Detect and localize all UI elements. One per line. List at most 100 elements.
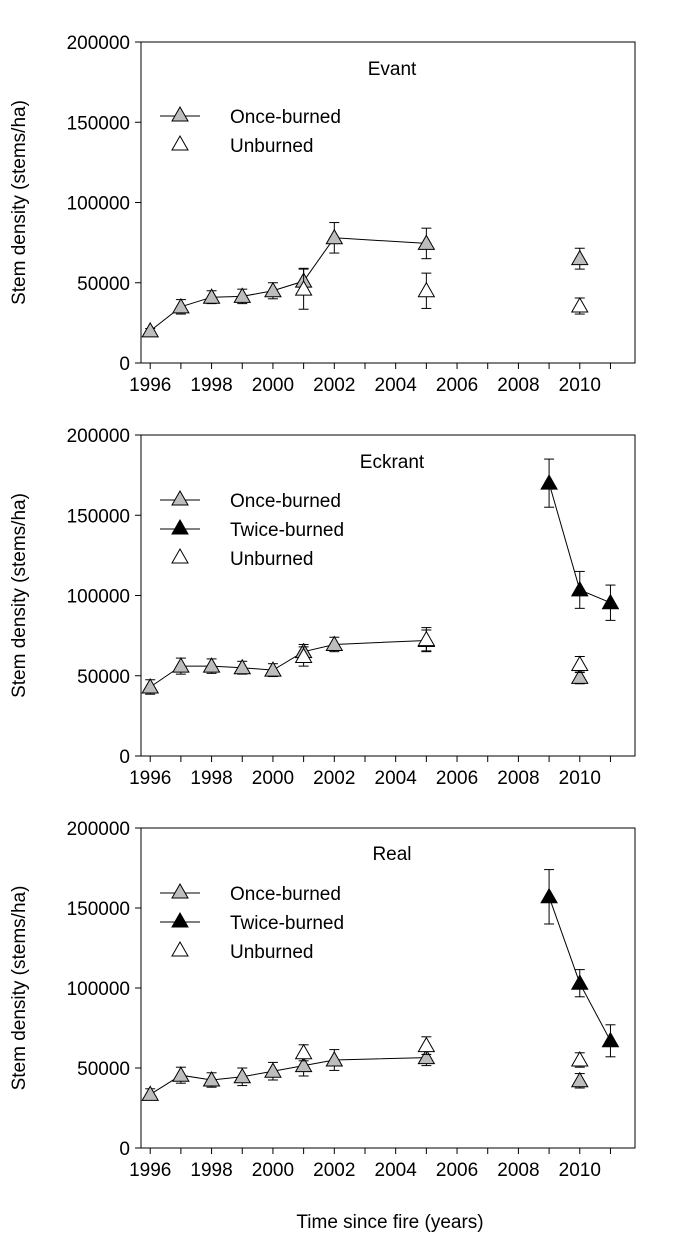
data-point xyxy=(294,280,313,296)
data-point xyxy=(141,321,160,338)
data-point xyxy=(417,234,436,250)
series-twice-burned xyxy=(540,458,620,621)
y-axis-title: Stem density (stems/ha) xyxy=(9,493,30,698)
y-axis-title: Stem density (stems/ha) xyxy=(9,100,30,305)
panel-title: Real xyxy=(372,844,411,865)
x-tick-label: 2008 xyxy=(497,375,539,396)
data-point xyxy=(325,635,344,651)
data-point xyxy=(172,657,190,673)
data-point xyxy=(417,630,436,647)
legend-label: Unburned xyxy=(230,136,313,157)
x-tick-label: 2010 xyxy=(559,375,601,396)
x-tick-label: 2010 xyxy=(559,768,601,789)
series-once-burned xyxy=(141,222,589,338)
x-tick-label: 2008 xyxy=(497,768,539,789)
y-tick-label: 200000 xyxy=(67,426,130,447)
data-point xyxy=(172,1066,190,1082)
y-tick-label: 50000 xyxy=(77,274,130,295)
legend-marker xyxy=(171,911,189,928)
legend-label: Twice-burned xyxy=(230,520,344,541)
series-once-burned xyxy=(141,1048,589,1101)
legend: Once-burned Twice-burned Unburned xyxy=(160,489,344,570)
data-point xyxy=(540,474,558,490)
data-point xyxy=(601,1031,620,1048)
x-tick-label: 2000 xyxy=(252,768,294,789)
panel-evant: 0 50000 100000 150000 200000 1996 1998 2000 2002… xyxy=(9,33,636,396)
x-tick-label: 2004 xyxy=(375,1160,418,1181)
y-tick-label: 200000 xyxy=(67,33,130,54)
y-tick-label: 200000 xyxy=(67,819,130,840)
x-tick-label: 2002 xyxy=(313,375,355,396)
y-tick-label: 150000 xyxy=(67,113,130,134)
x-tick-label: 2006 xyxy=(436,375,478,396)
legend-label: Unburned xyxy=(230,942,313,963)
y-tick-label: 0 xyxy=(119,1139,130,1160)
data-point xyxy=(294,647,313,663)
data-point xyxy=(570,974,589,990)
legend-marker xyxy=(171,134,189,151)
series-once-burned xyxy=(141,629,589,695)
x-tick-label: 1996 xyxy=(129,375,171,396)
legend-label: Twice-burned xyxy=(230,913,344,934)
legend-marker xyxy=(171,940,189,957)
data-point xyxy=(417,1048,436,1065)
legend-label: Once-burned xyxy=(230,884,341,905)
data-point xyxy=(294,1056,313,1073)
data-point xyxy=(325,1050,344,1067)
legend-marker xyxy=(171,547,189,564)
y-tick-label: 100000 xyxy=(67,194,130,215)
y-tick-label: 150000 xyxy=(67,899,130,920)
data-point xyxy=(570,580,589,597)
data-point xyxy=(294,1043,313,1060)
x-tick-label: 2008 xyxy=(497,1160,539,1181)
y-tick-label: 100000 xyxy=(67,587,130,608)
x-tick-label: 2006 xyxy=(436,1160,478,1181)
x-tick-label: 2004 xyxy=(375,375,418,396)
series-twice-burned xyxy=(540,869,620,1058)
data-point xyxy=(325,228,344,245)
series-line xyxy=(548,896,611,1042)
legend-marker xyxy=(171,105,189,122)
x-tick-label: 2002 xyxy=(313,1160,355,1181)
legend: Once-burned Unburned xyxy=(160,105,341,157)
x-tick-label: 2002 xyxy=(313,768,355,789)
panel-title: Evant xyxy=(368,59,417,80)
x-tick-label: 1996 xyxy=(129,768,171,789)
data-point xyxy=(570,655,589,672)
x-axis-title: Time since fire (years) xyxy=(296,1212,483,1233)
y-tick-label: 50000 xyxy=(77,667,130,688)
data-point xyxy=(202,288,221,304)
data-point xyxy=(540,887,558,904)
y-tick-label: 0 xyxy=(119,354,130,375)
x-tick-label: 2010 xyxy=(559,1160,601,1181)
data-point xyxy=(417,281,436,298)
y-tick-label: 150000 xyxy=(67,506,130,527)
data-point xyxy=(202,1070,221,1087)
y-tick-label: 0 xyxy=(119,747,130,768)
data-point xyxy=(264,661,282,677)
series-unburned xyxy=(294,627,589,674)
data-point xyxy=(570,249,589,266)
data-point xyxy=(570,668,589,684)
y-axis-title: Stem density (stems/ha) xyxy=(9,886,30,1091)
series-line xyxy=(149,237,427,332)
data-point xyxy=(233,287,252,303)
legend: Once-burned Twice-burned Unburned xyxy=(160,882,344,963)
x-tick-label: 1998 xyxy=(190,768,232,789)
panel-eckrant: 0 50000 100000 150000 200000 1996 1998 2000 2002… xyxy=(9,426,636,789)
x-tick-label: 1998 xyxy=(190,1160,232,1181)
legend-label: Unburned xyxy=(230,549,313,570)
y-tick-label: 100000 xyxy=(67,979,130,1000)
x-tick-label: 2000 xyxy=(252,1160,294,1181)
panel-title: Eckrant xyxy=(360,452,425,473)
x-tick-label: 1996 xyxy=(129,1160,171,1181)
x-tick-label: 2006 xyxy=(436,768,478,789)
data-point xyxy=(264,1062,282,1078)
legend-marker xyxy=(171,882,189,899)
legend-marker xyxy=(171,518,189,535)
data-point xyxy=(233,658,252,675)
data-point xyxy=(141,1085,160,1101)
data-point xyxy=(141,677,160,694)
